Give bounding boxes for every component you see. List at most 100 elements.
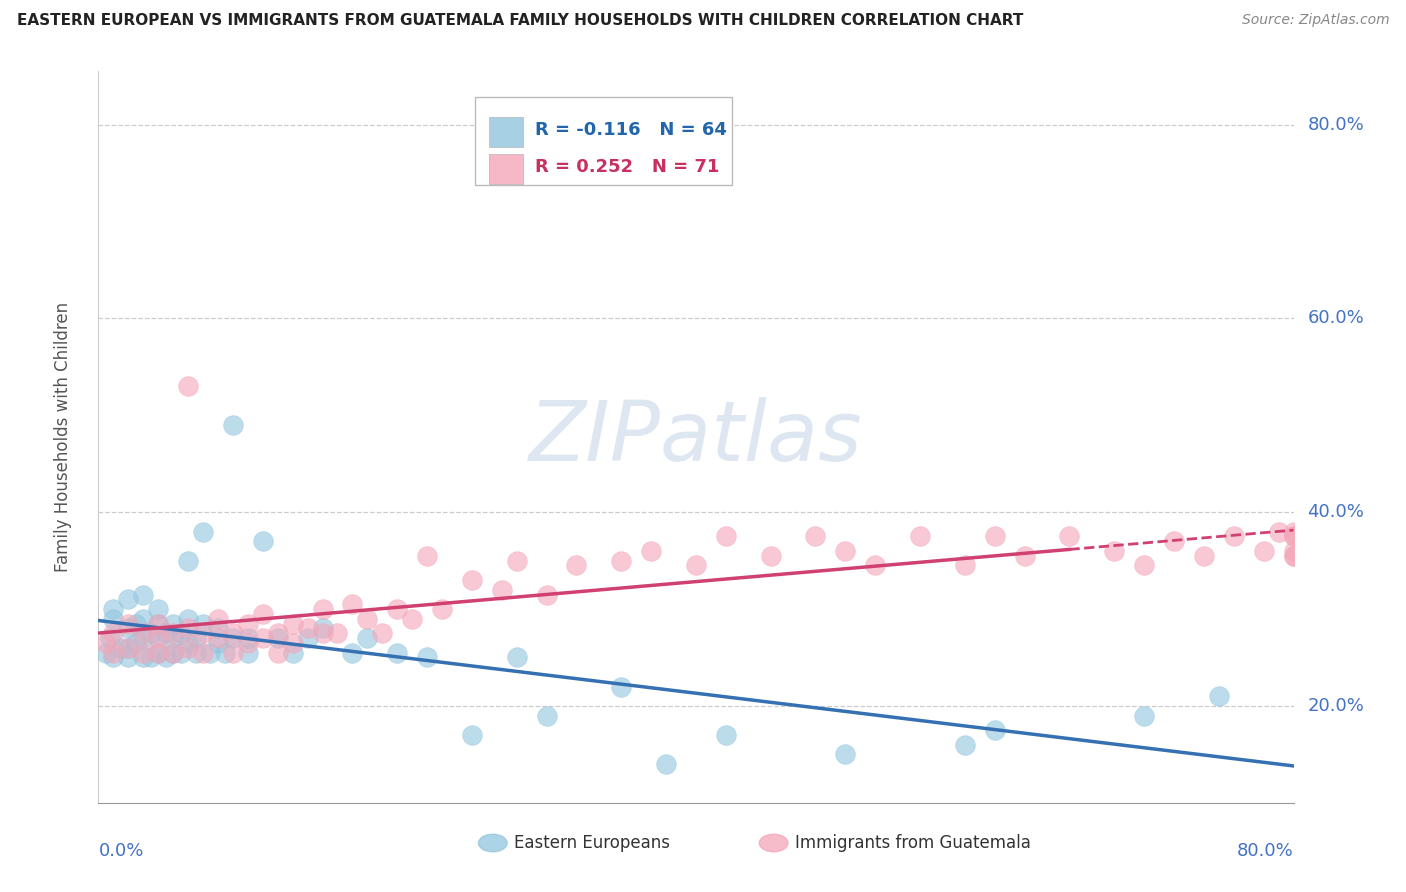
Point [1282,544,1305,558]
Point [1014,549,1036,563]
Point [252,534,274,549]
Point [326,626,349,640]
Point [1208,690,1230,704]
Point [1282,529,1305,543]
Point [117,592,139,607]
Point [117,616,139,631]
Point [759,549,782,563]
Point [103,626,125,640]
Point [98,631,122,645]
Text: R = 0.252   N = 71: R = 0.252 N = 71 [534,158,718,177]
Point [155,626,177,640]
Point [385,646,409,660]
Text: 0.0%: 0.0% [98,842,143,860]
FancyBboxPatch shape [475,97,733,185]
Point [177,640,200,655]
Point [416,650,439,665]
Text: 80.0%: 80.0% [1237,842,1294,860]
Point [281,646,304,660]
Point [565,558,588,573]
Point [1282,549,1305,563]
Point [1192,549,1215,563]
Point [132,587,155,601]
FancyBboxPatch shape [489,117,523,147]
Point [169,626,191,640]
Point [1104,544,1126,558]
Point [103,602,125,616]
Point [148,631,170,645]
Point [117,640,139,655]
Point [714,728,737,742]
Point [610,553,633,567]
Point [267,646,290,660]
Point [177,553,200,567]
Point [1282,549,1305,563]
Point [416,549,439,563]
Point [132,646,155,660]
Point [714,529,737,543]
Point [1267,524,1289,539]
Point [177,636,200,650]
Point [177,622,200,636]
Point [1253,544,1275,558]
Point [132,612,155,626]
Point [125,616,148,631]
Point [222,646,245,660]
Point [191,524,214,539]
Point [103,646,125,660]
Point [236,616,259,631]
Point [1282,529,1305,543]
Point [281,616,304,631]
Point [214,646,236,660]
Point [162,646,184,660]
Point [177,379,200,393]
Point [1282,524,1305,539]
Point [191,626,214,640]
Point [1133,558,1156,573]
Point [953,558,976,573]
Point [1163,534,1185,549]
Point [110,640,132,655]
Point [834,544,856,558]
Point [385,602,409,616]
Text: 80.0%: 80.0% [1308,116,1364,134]
FancyBboxPatch shape [489,153,523,185]
Point [148,631,170,645]
Point [207,622,229,636]
Point [461,573,484,587]
Point [685,558,707,573]
Point [281,636,304,650]
Point [103,612,125,626]
Text: Immigrants from Guatemala: Immigrants from Guatemala [796,834,1031,852]
Text: 20.0%: 20.0% [1308,697,1364,714]
Point [506,650,529,665]
Point [132,631,155,645]
Point [297,631,319,645]
Point [536,708,558,723]
Text: 40.0%: 40.0% [1308,503,1364,521]
Point [207,612,229,626]
Point [908,529,931,543]
Point [371,626,394,640]
Point [132,626,155,640]
Point [148,602,170,616]
Point [117,622,139,636]
Point [834,747,856,762]
Point [148,646,170,660]
Point [177,612,200,626]
Point [640,544,662,558]
Text: EASTERN EUROPEAN VS IMMIGRANTS FROM GUATEMALA FAMILY HOUSEHOLDS WITH CHILDREN CO: EASTERN EUROPEAN VS IMMIGRANTS FROM GUAT… [17,13,1024,29]
Point [222,417,245,432]
Point [148,646,170,660]
Point [1223,529,1246,543]
Point [94,636,117,650]
Point [117,640,139,655]
Point [342,646,364,660]
Point [222,626,245,640]
Point [207,636,229,650]
Point [155,650,177,665]
Point [1133,708,1156,723]
Point [356,631,378,645]
Point [430,602,453,616]
Point [236,631,259,645]
